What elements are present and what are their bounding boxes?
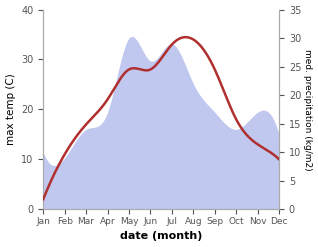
X-axis label: date (month): date (month): [120, 231, 202, 242]
Y-axis label: max temp (C): max temp (C): [5, 74, 16, 145]
Y-axis label: med. precipitation (kg/m2): med. precipitation (kg/m2): [303, 49, 313, 170]
